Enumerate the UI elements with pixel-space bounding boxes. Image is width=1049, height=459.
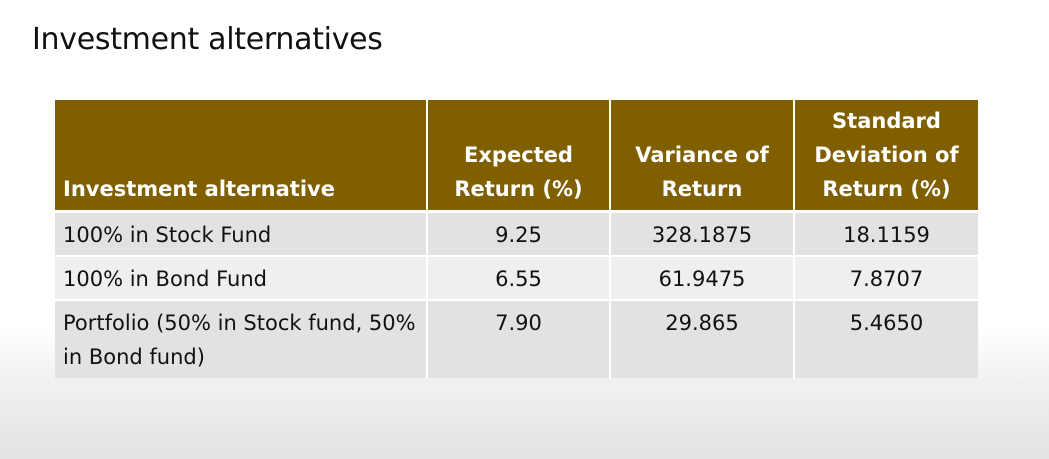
header-expected-return: Expected Return (%) bbox=[426, 100, 610, 213]
cell-std-dev: 5.4650 bbox=[793, 298, 978, 378]
cell-std-dev: 7.8707 bbox=[793, 254, 978, 300]
table-row: 100% in Bond Fund 6.55 61.9475 7.8707 bbox=[55, 254, 978, 300]
table-row: 100% in Stock Fund 9.25 328.1875 18.1159 bbox=[55, 210, 978, 256]
cell-alternative: Portfolio (50% in Stock fund, 50% in Bon… bbox=[55, 298, 427, 378]
cell-variance: 29.865 bbox=[609, 298, 794, 378]
cell-expected-return: 9.25 bbox=[426, 210, 610, 256]
cell-variance: 328.1875 bbox=[609, 210, 794, 256]
cell-expected-return: 7.90 bbox=[426, 298, 610, 378]
header-variance-of-return: Variance of Return bbox=[609, 100, 794, 213]
header-standard-deviation: Standard Deviation of Return (%) bbox=[793, 100, 978, 213]
slide-title: Investment alternatives bbox=[32, 22, 383, 57]
header-investment-alternative: Investment alternative bbox=[55, 100, 427, 213]
cell-alternative: 100% in Bond Fund bbox=[55, 254, 427, 300]
table-row: Portfolio (50% in Stock fund, 50% in Bon… bbox=[55, 298, 978, 378]
investment-table: Investment alternative Expected Return (… bbox=[55, 100, 978, 378]
cell-std-dev: 18.1159 bbox=[793, 210, 978, 256]
cell-variance: 61.9475 bbox=[609, 254, 794, 300]
table-header: Investment alternative Expected Return (… bbox=[55, 100, 978, 213]
table-body: 100% in Stock Fund 9.25 328.1875 18.1159… bbox=[55, 210, 978, 378]
header-row: Investment alternative Expected Return (… bbox=[55, 100, 978, 213]
cell-alternative: 100% in Stock Fund bbox=[55, 210, 427, 256]
cell-expected-return: 6.55 bbox=[426, 254, 610, 300]
